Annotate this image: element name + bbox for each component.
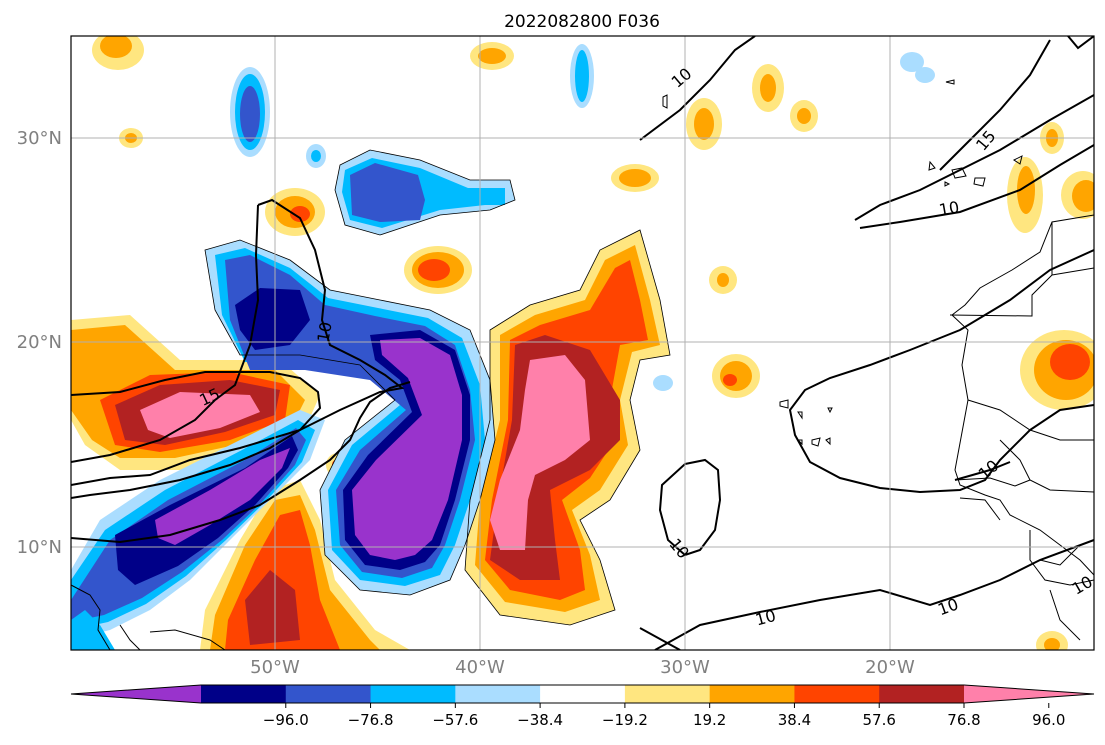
lat-label: 30°N: [17, 128, 62, 149]
contour-10-coast: [954, 461, 1011, 481]
contour-label: 10: [937, 197, 960, 219]
lon-label: 40°W: [455, 657, 505, 678]
colorbar-tick-label: −76.8: [348, 711, 394, 729]
colorbar-segment: [370, 685, 456, 703]
colorbar-segment: [794, 685, 880, 703]
colorbar-tick-label: −57.6: [432, 711, 478, 729]
contour-10-east: [788, 249, 1094, 494]
colorbar-tick-label: 96.0: [1032, 711, 1065, 729]
negative-anomaly-north: [230, 44, 935, 391]
negative-anomaly-central: [205, 240, 495, 595]
contour-10-north: [639, 36, 756, 141]
anomaly-outlines: [204, 149, 671, 626]
contour-15-west: [71, 371, 322, 499]
gridlines: [71, 36, 1094, 650]
latitude-labels: 30°N 20°N 10°N: [17, 128, 62, 558]
colorbar-outline: [70, 684, 1095, 704]
negative-anomaly-southwest: [71, 410, 325, 650]
colorbar-segment: [285, 685, 372, 703]
contour-inner: [71, 381, 411, 544]
contour-10-northeast: [854, 94, 1094, 221]
colorbar-tick-label: −19.2: [602, 711, 648, 729]
contour-10-ellipse: [658, 458, 722, 557]
contour-10-southeast: [654, 539, 1094, 650]
contour-15-north: [859, 144, 1094, 229]
colorbar-extend-high: [964, 685, 1094, 703]
colorbar-segment: [624, 685, 711, 703]
lon-label: 50°W: [250, 657, 300, 678]
lon-label: 20°W: [865, 657, 915, 678]
colorbar-segment: [709, 685, 795, 703]
colorbar-segment: [879, 685, 965, 703]
colorbar-extend-low: [71, 685, 201, 703]
lat-label: 10°N: [17, 537, 62, 558]
map-area: 10 15 10 15 10 10 10 10 10 10: [71, 36, 1094, 650]
longitude-labels: 50°W 40°W 30°W 20°W: [250, 657, 915, 678]
colorbar-segment: [201, 685, 287, 703]
colorbar-segment: [540, 685, 626, 703]
colorbar-tick-label: 76.8: [947, 711, 980, 729]
contour-label: 10: [753, 606, 778, 630]
contour-10-south: [639, 627, 681, 650]
contour-15-northeast: [939, 39, 1051, 171]
lat-label: 20°N: [17, 332, 62, 353]
colorbar-tick-label: 57.6: [863, 711, 896, 729]
contour-10-central: [71, 198, 405, 486]
contour-lines: [71, 36, 1094, 650]
contour-10-north2: [1067, 36, 1094, 50]
colorbar-tick-label: 19.2: [693, 711, 726, 729]
positive-anomaly-small: [92, 36, 1094, 650]
map-title: 2022082800 F036: [504, 12, 660, 32]
lon-label: 30°W: [660, 657, 710, 678]
contour-label: 10: [313, 320, 335, 343]
coastline: [71, 79, 1094, 650]
map-frame: [70, 35, 1095, 651]
positive-anomaly-south: [200, 480, 410, 650]
colorbar-tick-label: −96.0: [263, 711, 309, 729]
colorbar-tick-label: 38.4: [778, 711, 811, 729]
colorbar: −96.0 −76.8 −57.6 −38.4 −19.2 19.2 38.4 57.6 76.…: [70, 684, 1095, 729]
contour-10-west: [71, 204, 260, 463]
colorbar-tick-label: −38.4: [517, 711, 563, 729]
positive-anomaly-central: [465, 230, 670, 625]
colorbar-segment: [455, 685, 541, 703]
